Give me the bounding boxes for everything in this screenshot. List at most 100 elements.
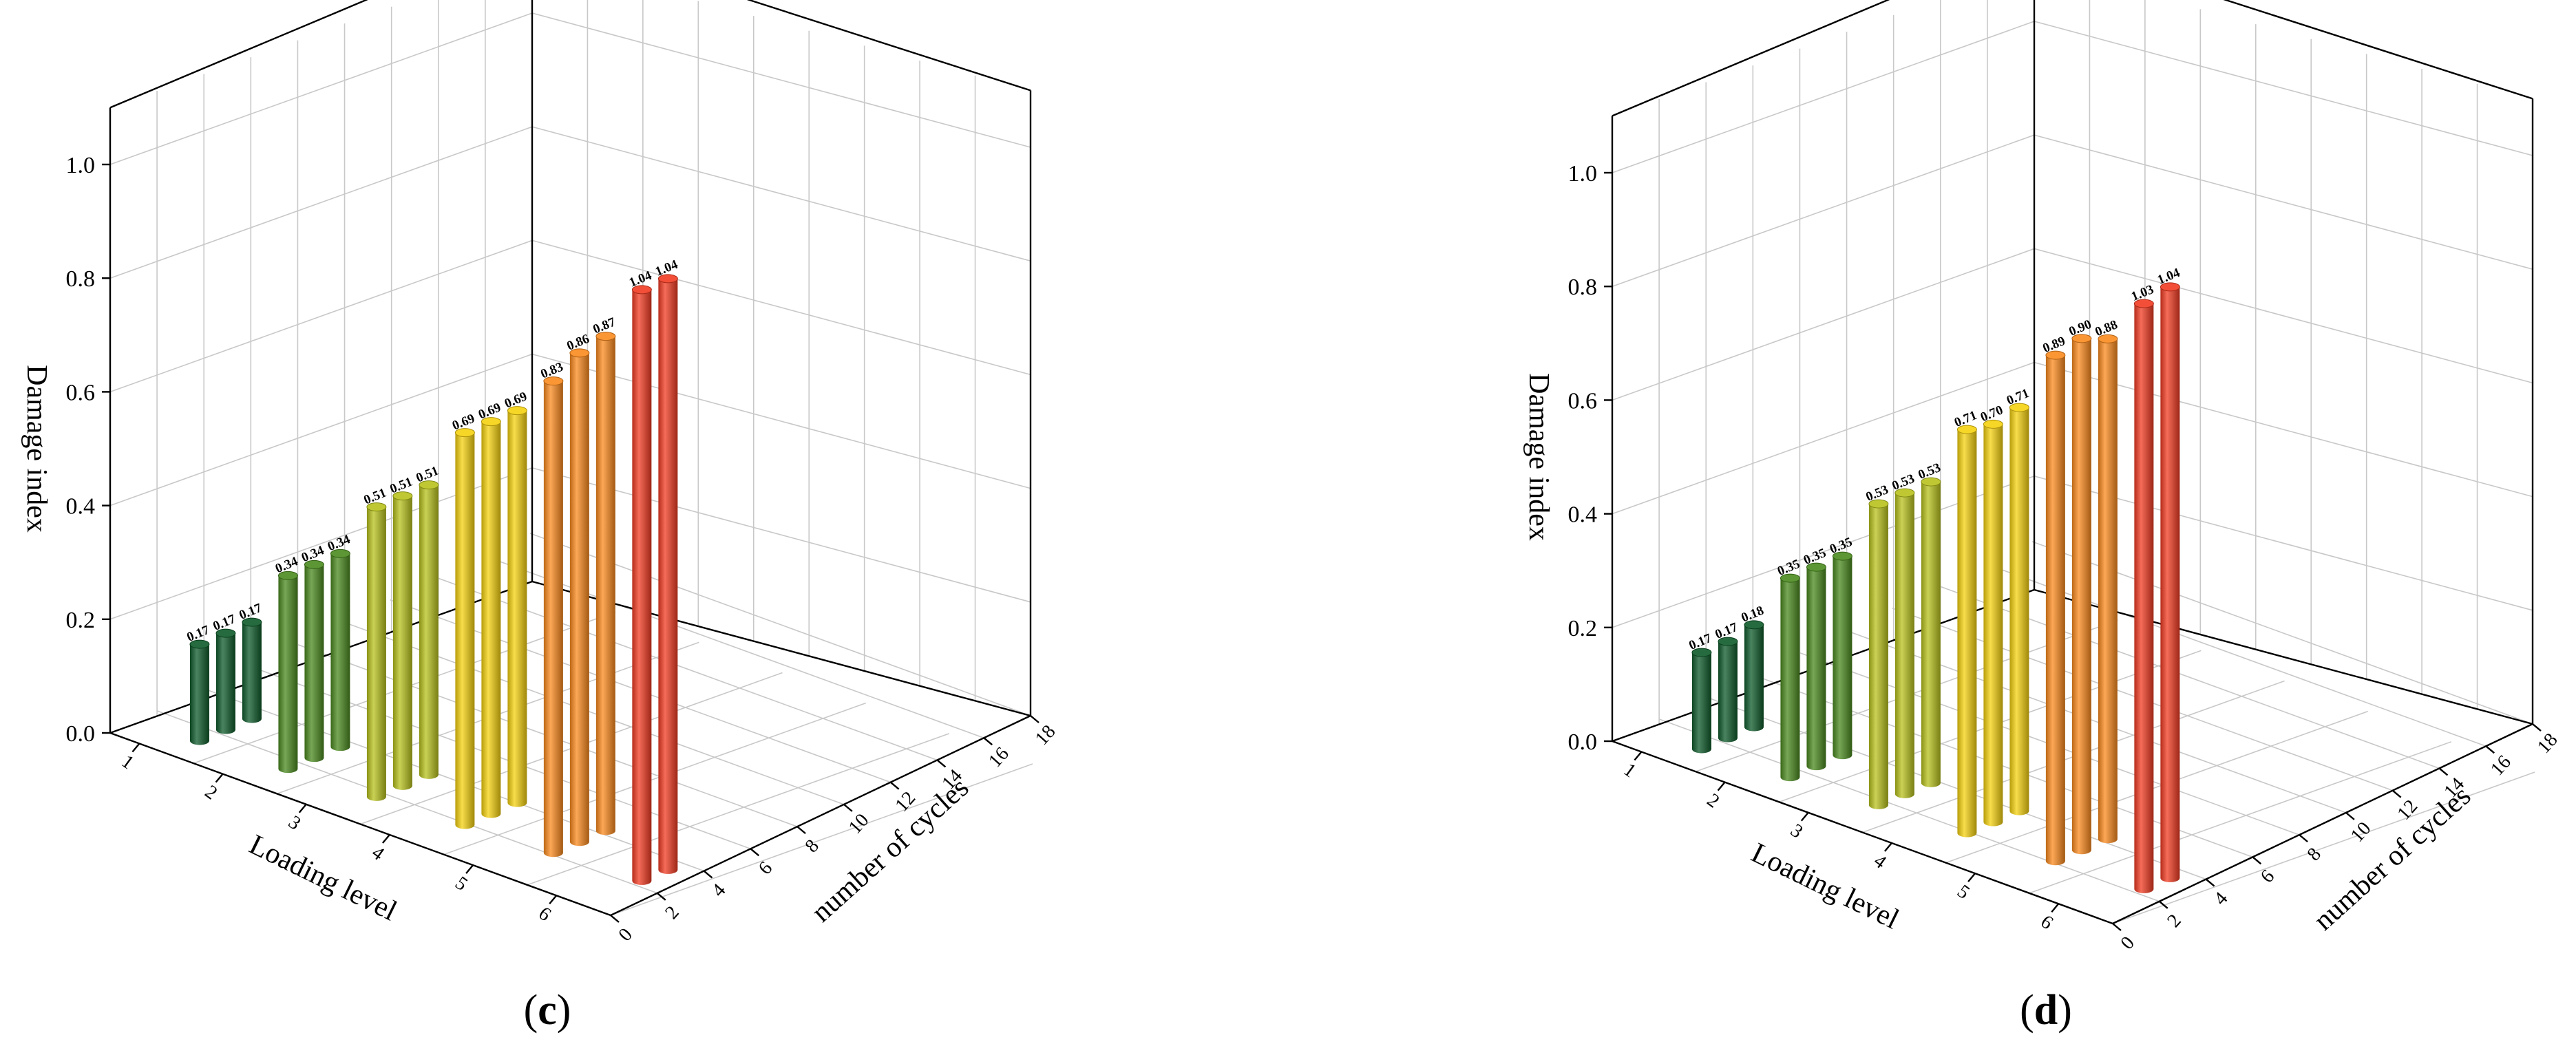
- bar-top: [507, 406, 527, 416]
- x-tick-label: 4: [368, 842, 388, 864]
- floor-gridline: [610, 763, 1033, 916]
- y-tick-mark: [1030, 715, 1039, 723]
- y-tick-mark: [2112, 923, 2122, 931]
- bar-top: [2045, 350, 2066, 360]
- bar-body: [1921, 482, 1941, 787]
- x-axis-line: [109, 732, 611, 917]
- data-label: 0.34: [326, 532, 352, 554]
- bar-top: [543, 376, 564, 386]
- bar-top: [1832, 551, 1852, 561]
- grid-lines: [109, 0, 1033, 916]
- y-tick-label: 10: [845, 809, 874, 838]
- z-gridline: [1612, 21, 2533, 173]
- data-label: 0.34: [299, 543, 326, 565]
- bar-top: [1744, 620, 1764, 630]
- data-label: 0.17: [1687, 631, 1714, 653]
- bar-body: [1744, 624, 1764, 732]
- bar: 0.87: [591, 315, 618, 835]
- bar: 0.17: [211, 612, 238, 734]
- bar: 0.53: [1917, 460, 1943, 787]
- y-tick-label: 2: [661, 902, 683, 924]
- x-axis-title: Loading level: [244, 829, 402, 927]
- floor-gridline: [483, 555, 984, 738]
- panel-label: (c): [524, 987, 571, 1034]
- floor-gridline: [343, 621, 845, 805]
- y-tick-mark: [703, 870, 713, 879]
- bar-body: [543, 381, 563, 857]
- bar: 0.69: [503, 390, 529, 807]
- bar-body: [1957, 429, 1977, 838]
- bar: 0.51: [414, 464, 441, 779]
- bar-body: [632, 289, 652, 885]
- floor-gridline: [156, 710, 658, 894]
- data-label: 0.17: [211, 612, 238, 634]
- bar-top: [392, 491, 413, 501]
- x-tick-label: 3: [1786, 820, 1807, 842]
- bar-body: [189, 644, 209, 745]
- x-tick-mark: [1800, 812, 1809, 822]
- bar-top: [1780, 573, 1800, 583]
- bar: 1.04: [653, 257, 680, 874]
- bar-top: [1806, 562, 1826, 572]
- x-tick-mark: [381, 834, 390, 844]
- y-tick-label: 2: [2163, 910, 2185, 932]
- y-tick-mark: [2252, 856, 2262, 865]
- bars: 0.170.170.170.340.340.340.510.510.510.69…: [185, 257, 680, 885]
- bar-body: [1780, 578, 1800, 782]
- y-tick-label: 10: [2347, 818, 2376, 846]
- bar: 0.90: [2067, 317, 2093, 855]
- bar-body: [242, 622, 262, 723]
- floor-gridline: [1945, 710, 2368, 864]
- z-tick-label: 0.2: [1568, 616, 1598, 641]
- top-edge-line: [109, 0, 1031, 109]
- x-tick-label: 1: [118, 751, 138, 774]
- panel-label: (d): [2020, 987, 2072, 1034]
- y-axis-line: [610, 714, 1031, 917]
- y-axis-title: number of cycles: [805, 771, 975, 928]
- bar-body: [1868, 504, 1888, 809]
- bar-top: [304, 560, 324, 569]
- bar: 0.35: [1828, 535, 1855, 760]
- data-label: 0.34: [273, 554, 300, 576]
- bar: 0.51: [362, 486, 388, 801]
- bar: 1.04: [627, 268, 654, 885]
- x-tick-mark: [1967, 873, 1976, 882]
- bar-top: [2133, 299, 2154, 308]
- y-tick-mark: [2159, 900, 2168, 909]
- bar: 0.86: [564, 332, 591, 846]
- z-tick-label: 0.2: [66, 608, 96, 633]
- bar: 0.35: [1802, 546, 1828, 771]
- bar-top: [2071, 334, 2092, 343]
- bar-top: [1894, 488, 1915, 498]
- bar: 0.53: [1864, 482, 1890, 809]
- bar-top: [277, 571, 298, 580]
- bar: 0.69: [476, 401, 503, 818]
- floor-gridline: [2029, 741, 2452, 894]
- bar-body: [392, 495, 412, 790]
- x-tick-label: 6: [534, 903, 555, 926]
- bar-body: [419, 484, 439, 779]
- x-tick-mark: [465, 864, 474, 874]
- x-tick-label: 5: [451, 873, 472, 895]
- bar-body: [304, 564, 324, 763]
- z-tick-label: 0.6: [1568, 388, 1598, 414]
- y-tick-label: 18: [1031, 721, 1060, 750]
- y-tick-mark: [2299, 834, 2308, 843]
- x-axis-title: Loading level: [1746, 837, 1904, 935]
- floor-gridline: [1845, 630, 2347, 813]
- bar-top: [657, 274, 678, 284]
- bar: 0.35: [1775, 557, 1802, 782]
- bar-body: [2098, 339, 2118, 844]
- x-tick-mark: [549, 895, 558, 905]
- y-tick-mark: [796, 826, 806, 835]
- bar-body: [366, 507, 386, 801]
- bar-body: [455, 432, 475, 829]
- bar-body: [1983, 424, 2003, 827]
- z-gridline: [1612, 134, 2533, 287]
- bars: 0.170.170.180.350.350.350.530.530.530.71…: [1687, 266, 2182, 893]
- x-tick-label: 2: [1703, 789, 1724, 812]
- y-tick-mark: [2345, 811, 2355, 820]
- x-tick-mark: [131, 743, 140, 753]
- bar-top: [1983, 419, 2003, 429]
- bar-body: [2009, 407, 2029, 816]
